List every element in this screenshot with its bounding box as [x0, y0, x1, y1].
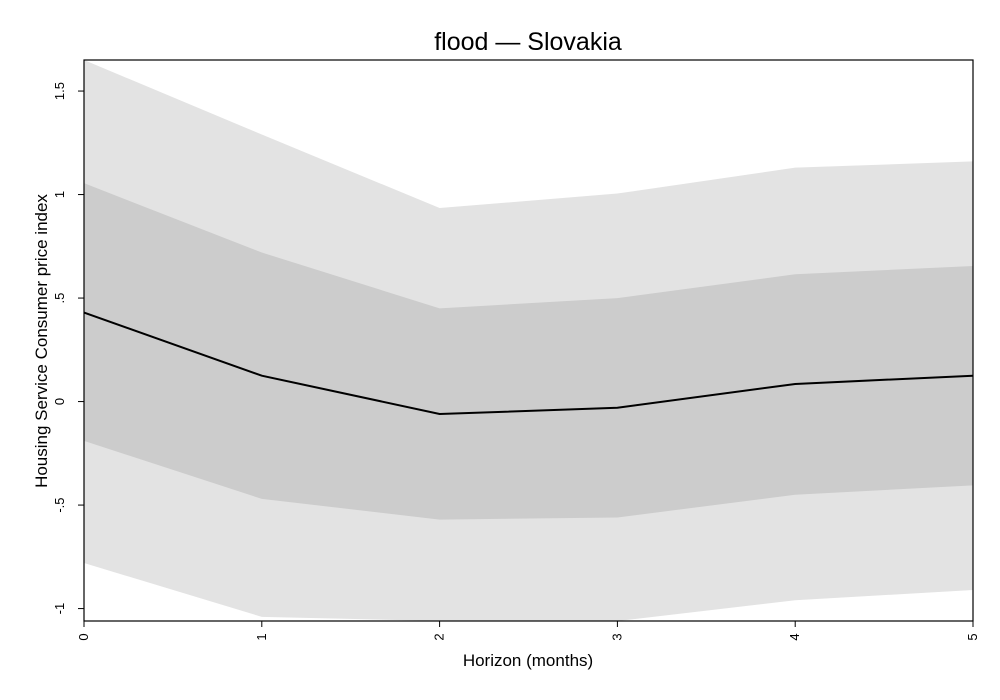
y-tick-label: -1: [52, 603, 67, 615]
x-tick-label: 2: [432, 633, 447, 640]
x-axis-label: Horizon (months): [463, 651, 593, 670]
y-tick-label: 0: [52, 398, 67, 405]
chart-title: flood — Slovakia: [434, 28, 622, 56]
y-axis-label: Housing Service Consumer price index: [32, 194, 51, 488]
y-tick-label: 1.5: [52, 82, 67, 100]
plot-area: 0 1 2 3 4 5 -1 -.5 0 .5 1 1.5: [52, 59, 980, 641]
y-tick-label: .5: [52, 293, 67, 304]
series-line-0: [83, 311, 974, 415]
confidence-band-inner: [84, 183, 973, 520]
x-tick-label: 4: [787, 633, 802, 640]
x-tick-label: 0: [76, 633, 91, 640]
y-tick-label: 1: [52, 191, 67, 198]
x-tick-label: 1: [254, 633, 269, 640]
y-tick-label: -.5: [52, 497, 67, 512]
x-tick-label: 5: [965, 633, 980, 640]
plot-frame: [83, 59, 974, 622]
x-tick-label: 3: [609, 633, 624, 640]
